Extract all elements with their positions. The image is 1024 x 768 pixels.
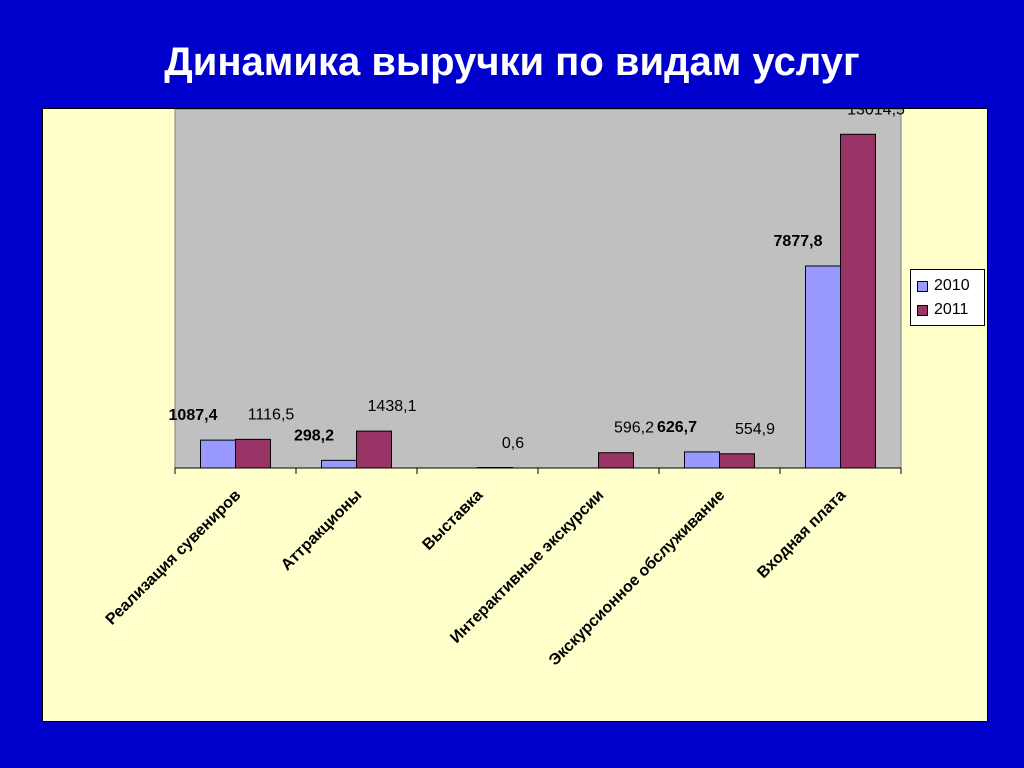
data-label-2010-1: 298,2	[294, 427, 334, 444]
chart-legend: 2010 2011	[910, 269, 985, 326]
bar-2010-5	[805, 265, 841, 469]
data-label-2010-5: 7877,8	[774, 233, 823, 250]
data-label-2011-1: 1438,1	[368, 398, 417, 415]
chart-area: 1087,4 1116,5 Реализация сувениров 298,2 143…	[42, 108, 988, 722]
legend-swatch-2011	[917, 304, 928, 316]
legend-swatch-2010	[917, 280, 928, 292]
legend-item-2011: 2011	[917, 298, 984, 322]
category-label-0: Реализация сувениров	[103, 487, 245, 629]
bar-2010-4	[684, 451, 720, 469]
category-label-1: Аттракционы	[278, 487, 365, 574]
bar-2011-3	[598, 452, 634, 469]
plot-area	[174, 109, 902, 469]
slide-title: Динамика выручки по видам услуг	[164, 40, 860, 84]
data-label-2011-2: 0,6	[502, 435, 524, 452]
bar-2010-0	[200, 439, 236, 469]
data-label-2010-4: 626,7	[657, 419, 697, 436]
data-label-2011-5: 13014,5	[847, 109, 905, 118]
data-label-2011-4: 554,9	[735, 421, 775, 438]
category-label-5: Входная плата	[754, 487, 849, 582]
data-label-2011-3: 596,2	[614, 420, 654, 437]
category-label-2: Выставка	[419, 487, 486, 554]
legend-label-2011: 2011	[934, 301, 969, 318]
bar-2010-1	[321, 459, 357, 469]
revenue-bar-chart: 1087,4 1116,5 Реализация сувениров 298,2 143…	[103, 109, 905, 669]
bar-2011-2	[477, 467, 513, 469]
legend-item-2010: 2010	[917, 274, 984, 298]
legend-label-2010: 2010	[934, 277, 970, 294]
bar-2011-1	[356, 430, 392, 469]
bar-2011-4	[719, 453, 755, 469]
data-label-2010-0: 1087,4	[169, 407, 218, 424]
data-label-2011-0: 1116,5	[248, 406, 295, 423]
bar-2011-5	[840, 133, 876, 469]
bar-2011-0	[235, 438, 271, 469]
